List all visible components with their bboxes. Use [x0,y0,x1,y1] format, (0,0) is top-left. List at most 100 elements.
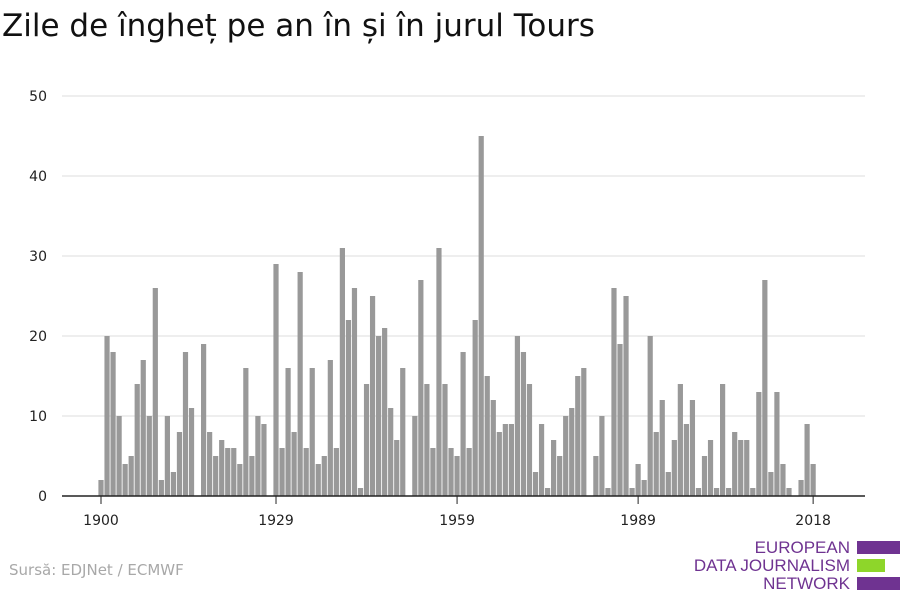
bar-2014 [786,488,792,496]
bar-1970 [520,352,527,496]
bar-1931 [285,368,291,496]
bar-1925 [249,456,255,496]
bar-2010 [762,280,768,496]
logo-bar-purple-top [857,541,900,554]
bar-1943 [357,488,364,496]
x-tick-label: 2018 [795,513,831,529]
bar-1948 [388,408,394,496]
bar-1940 [339,248,345,496]
bar-1995 [671,440,677,496]
bar-1923 [237,464,243,496]
bar-2005 [732,432,738,496]
gridlines [62,95,865,417]
bar-1917 [201,344,207,496]
bar-1971 [526,384,533,496]
bar-1987 [623,296,629,496]
bar-1944 [363,384,370,496]
bar-1975 [551,440,557,496]
bar-1907 [140,360,146,496]
bar-1986 [617,344,623,496]
bar-1921 [225,448,231,496]
bar-1978 [569,408,575,496]
bar-2013 [780,464,786,496]
bar-1905 [128,456,134,496]
bar-1910 [158,480,164,496]
y-tick-label: 0 [38,489,47,505]
bar-1996 [677,384,683,496]
bar-1965 [490,400,496,496]
bar-1983 [599,416,605,496]
bar-1912 [170,472,177,496]
bar-1972 [532,472,539,496]
bars [98,136,816,496]
bar-1903 [116,416,122,496]
bar-1900 [98,480,104,496]
bar-1913 [176,432,183,496]
bar-1942 [351,288,358,496]
bar-1963 [478,136,484,496]
bar-1976 [557,456,563,496]
logo-bar-green [857,559,885,572]
bar-1957 [442,384,448,496]
bar-1953 [418,280,424,496]
y-tick-label: 30 [29,249,47,265]
bar-1937 [321,456,327,496]
bar-1954 [424,384,430,496]
source-note: Sursă: EDJNet / ECMWF [9,561,184,579]
bar-1934 [303,448,309,496]
bar-1952 [412,416,418,496]
bar-1973 [538,424,545,496]
bar-1941 [345,320,352,496]
bar-1977 [563,416,569,496]
bar-2011 [768,472,774,496]
bar-1968 [508,424,514,496]
bar-1922 [231,448,237,496]
bar-1947 [382,328,388,496]
bar-1959 [454,456,460,496]
y-axis-ticks: 0 10 20 30 40 50 [29,89,47,505]
bar-1979 [575,376,581,496]
bar-1956 [436,248,442,496]
bar-2018 [810,464,816,496]
logo-line-2: DATA JOURNALISM [693,556,850,575]
bar-1999 [695,488,702,496]
bar-1924 [243,368,249,496]
edjnet-logo: EUROPEAN DATA JOURNALISM NETWORK [694,535,900,600]
bar-1974 [544,488,551,496]
bar-1962 [472,320,478,496]
chart-title: Zile de îngheț pe an în și în jurul Tour… [2,8,595,44]
bar-1901 [104,336,110,496]
bar-1908 [146,416,152,496]
bar-1964 [484,376,490,496]
bar-1955 [430,448,436,496]
bar-1915 [188,408,195,496]
bar-1982 [593,456,599,496]
bar-1919 [213,456,219,496]
bar-2002 [713,488,720,496]
x-tick-label: 1959 [439,513,475,529]
bar-1930 [279,448,285,496]
bar-2017 [804,424,810,496]
x-tick-label: 1900 [83,513,119,529]
bar-1939 [333,448,339,496]
bar-1966 [496,432,502,496]
bar-1988 [629,488,635,496]
y-tick-label: 10 [29,409,47,425]
x-tick-label: 1989 [620,513,656,529]
y-tick-label: 40 [29,169,47,185]
logo-line-3: NETWORK [763,574,850,593]
bar-1920 [219,440,225,496]
bar-2016 [798,480,804,496]
bar-1911 [164,416,170,496]
bar-1990 [641,480,647,496]
bar-1938 [327,360,333,496]
bar-2001 [707,440,714,496]
bar-1914 [182,352,189,496]
bar-1958 [448,448,454,496]
bar-1980 [581,368,587,496]
x-axis-ticks: 1900 1929 1959 1989 2018 [83,496,831,529]
bar-1991 [647,336,653,496]
bar-2007 [744,440,750,496]
bar-1989 [635,464,641,496]
